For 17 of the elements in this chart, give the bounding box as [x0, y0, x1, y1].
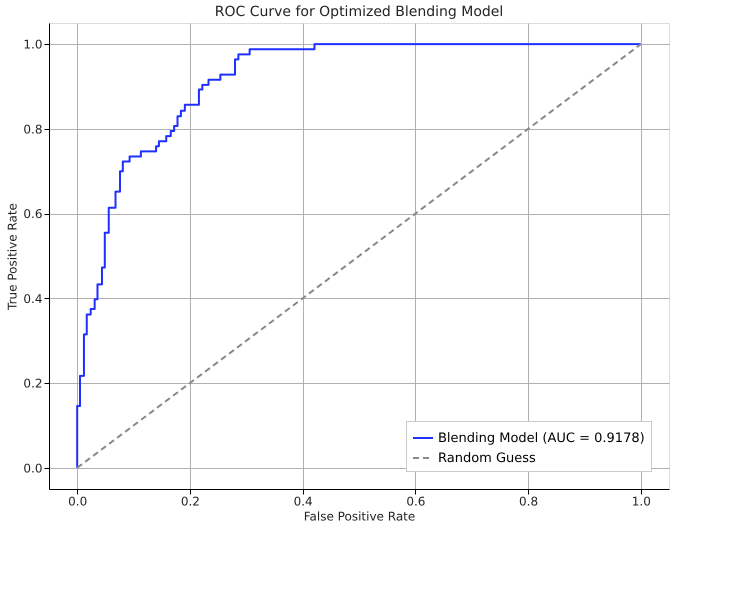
x-tick-label: 1.0 — [632, 494, 651, 508]
y-axis-title: True Positive Rate — [5, 203, 20, 311]
legend-label: Random Guess — [438, 451, 536, 466]
x-tick-label: 0.6 — [406, 494, 426, 508]
x-tick-label: 0.8 — [519, 494, 538, 508]
x-tick-label: 0.0 — [68, 494, 88, 508]
x-axis-title: False Positive Rate — [304, 510, 416, 524]
y-tick-label: 0.6 — [23, 207, 42, 222]
x-tick-label: 0.2 — [180, 494, 200, 508]
y-tick-label: 0.8 — [23, 122, 42, 136]
chart-title: ROC Curve for Optimized Blending Model — [214, 4, 504, 20]
y-tick-label: 0.2 — [23, 376, 42, 391]
y-tick-label: 0.4 — [23, 292, 42, 306]
y-tick-label: 0.0 — [23, 461, 42, 476]
x-tick-label: 0.4 — [294, 494, 313, 508]
legend-label: Blending Model (AUC = 0.9178) — [438, 431, 645, 446]
y-tick-label: 1.0 — [23, 38, 42, 52]
